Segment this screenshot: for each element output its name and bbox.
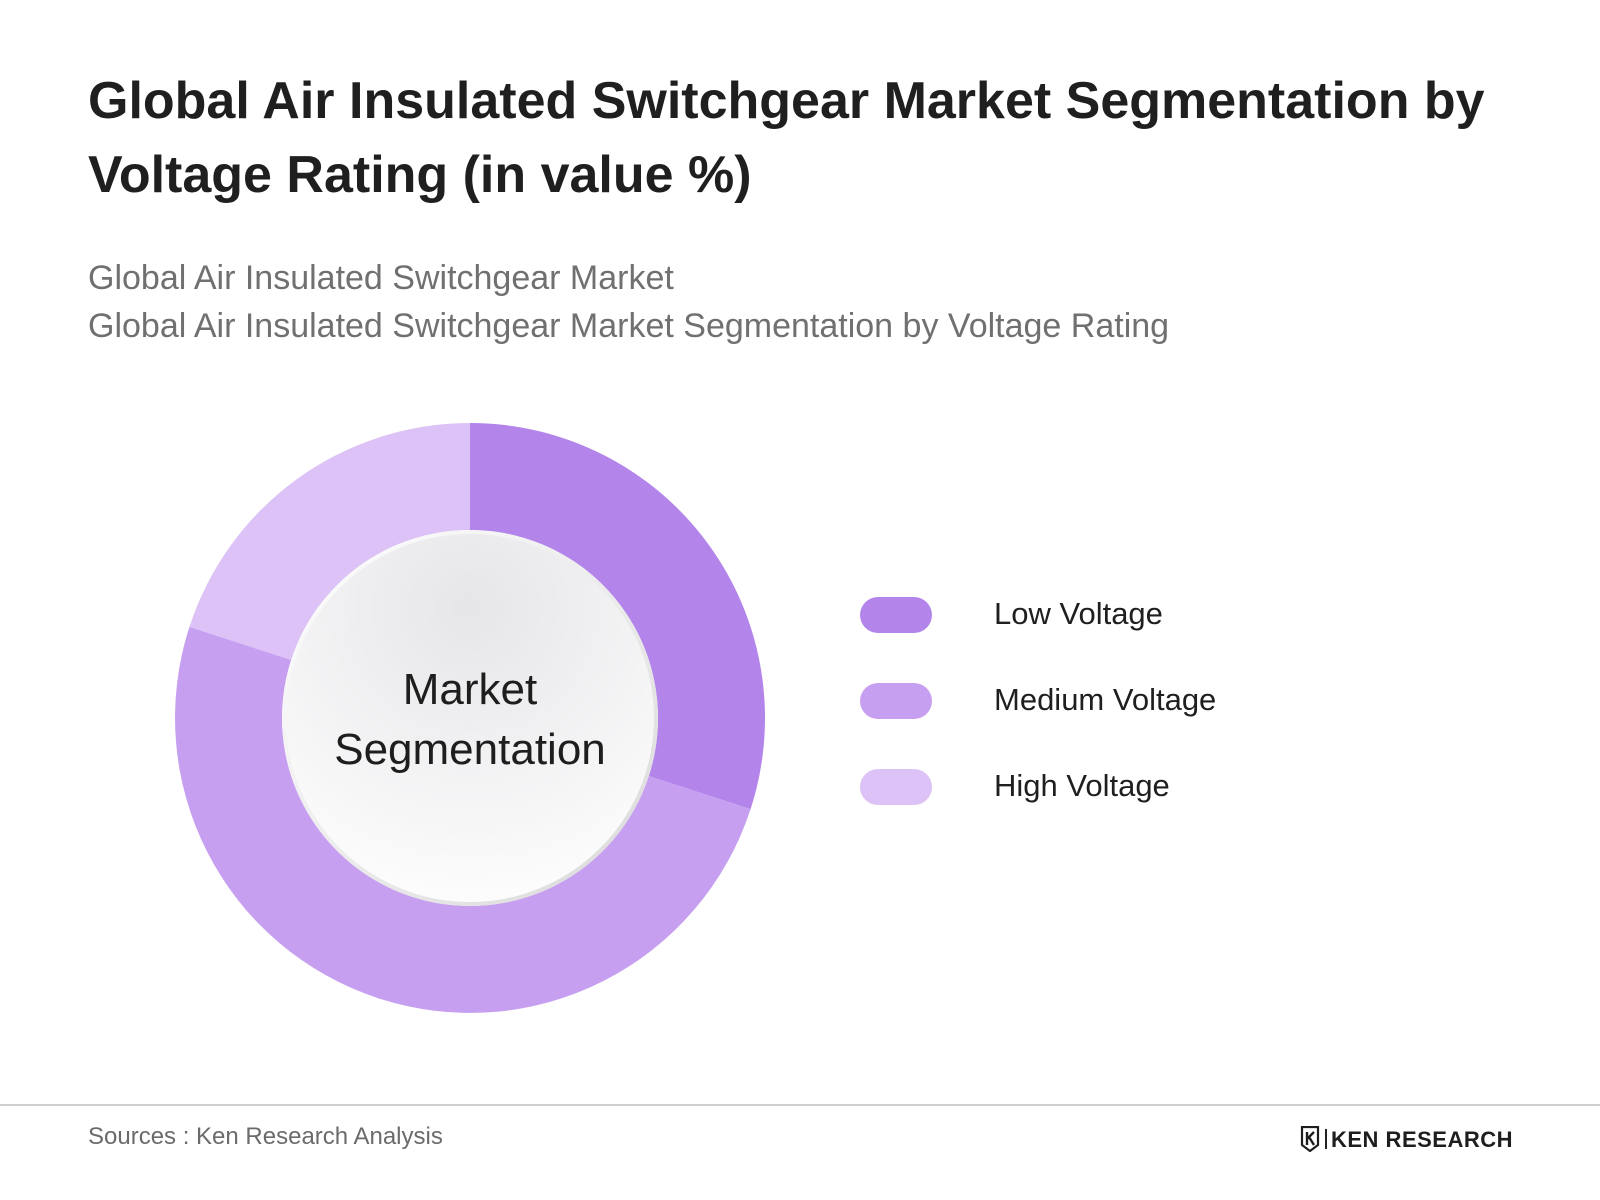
donut-slice-medium-voltage: [175, 626, 751, 1013]
footer-divider: [0, 1104, 1600, 1106]
donut-slice-high-voltage: [189, 423, 470, 660]
legend-label-medium-voltage: Medium Voltage: [994, 682, 1217, 717]
ken-research-logo-icon: [1300, 1126, 1320, 1152]
legend-item-high-voltage: High Voltage: [860, 768, 1360, 806]
chart-subtitle-line-1: Global Air Insulated Switchgear Market: [88, 259, 674, 297]
donut-slice-low-voltage: [470, 423, 765, 810]
brand-separator: [1325, 1129, 1327, 1149]
legend-swatch-medium-voltage: [860, 683, 932, 719]
legend-label-high-voltage: High Voltage: [994, 768, 1170, 803]
legend-item-low-voltage: Low Voltage: [860, 596, 1360, 634]
legend-swatch-high-voltage: [860, 769, 932, 805]
legend-item-medium-voltage: Medium Voltage: [860, 682, 1360, 720]
donut-center-label-line-2: Segmentation: [334, 725, 606, 774]
donut-center-label-line-1: Market: [402, 665, 538, 714]
chart-subtitle-line-2: Global Air Insulated Switchgear Market S…: [88, 307, 1170, 345]
legend-label-low-voltage: Low Voltage: [994, 596, 1163, 631]
brand-name: KEN RESEARCH: [1331, 1127, 1514, 1152]
brand-logo: KEN RESEARCH: [1300, 1125, 1530, 1155]
donut-slices: [175, 423, 765, 1013]
chart-title: Global Air Insulated Switchgear Market S…: [88, 72, 1485, 204]
donut-center: [286, 534, 654, 902]
donut-center-label: Market Segmentation: [310, 660, 630, 780]
source-note: Sources : Ken Research Analysis: [88, 1123, 443, 1150]
legend-swatch-low-voltage: [860, 597, 932, 633]
